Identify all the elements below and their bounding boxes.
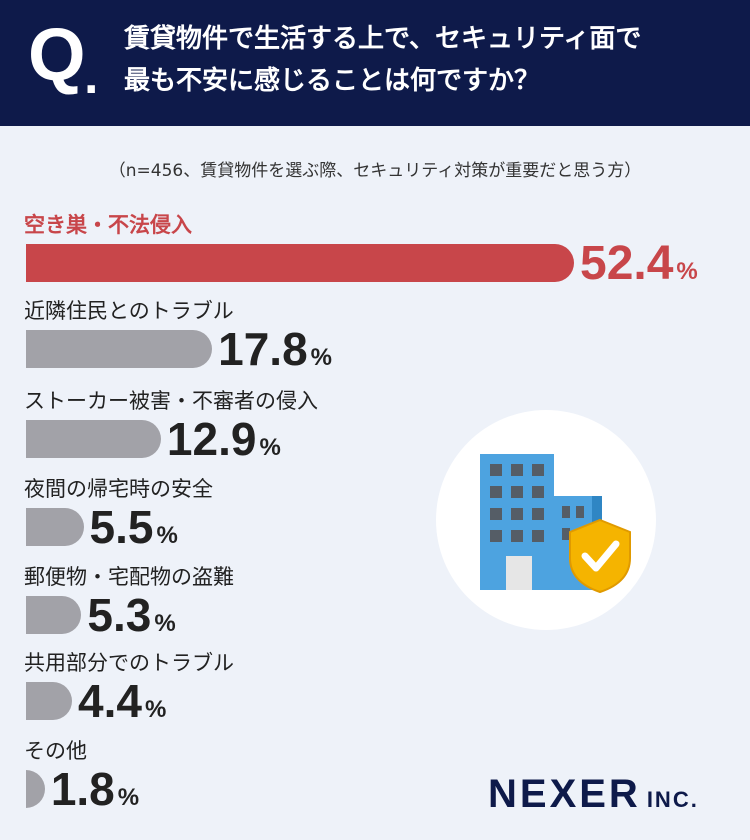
bar bbox=[26, 330, 213, 368]
shield-icon bbox=[569, 518, 631, 594]
value-number: 17.8 bbox=[218, 323, 308, 375]
bar bbox=[26, 770, 45, 808]
category-label: 空き巣・不法侵入 bbox=[24, 213, 192, 237]
value-unit: % bbox=[117, 784, 140, 811]
checkmark-icon bbox=[581, 540, 620, 572]
question-line-2: 最も不安に感じることは何ですか？ bbox=[124, 66, 541, 96]
value-label: 17.8% bbox=[218, 326, 332, 372]
value-unit: % bbox=[144, 696, 167, 723]
value-number: 1.8 bbox=[50, 763, 115, 815]
value-number: 12.9 bbox=[166, 413, 257, 465]
value-label: 52.4% bbox=[580, 240, 698, 288]
category-label: 郵便物・宅配物の盗難 bbox=[24, 565, 234, 589]
value-unit: % bbox=[156, 522, 178, 549]
value-number: 4.4 bbox=[78, 675, 142, 727]
bar bbox=[26, 596, 82, 634]
company-logo: NEXER INC. bbox=[488, 774, 699, 814]
value-label: 5.5% bbox=[90, 504, 178, 550]
category-label: 近隣住民とのトラブル bbox=[24, 299, 234, 323]
bar bbox=[26, 420, 161, 458]
question-header: Q . 賃貸物件で生活する上で、セキュリティ面で 最も不安に感じることは何ですか… bbox=[0, 0, 750, 126]
value-label: 1.8% bbox=[51, 766, 139, 812]
logo-nexer: NEXER bbox=[488, 772, 641, 816]
category-label: 共用部分でのトラブル bbox=[24, 651, 234, 675]
logo-inc: INC. bbox=[646, 787, 699, 812]
q-dot: . bbox=[84, 47, 99, 105]
question-line-1: 賃貸物件で生活する上で、セキュリティ面で bbox=[124, 24, 642, 54]
category-label: ストーカー被害・不審者の侵入 bbox=[24, 389, 318, 413]
windows bbox=[490, 464, 584, 542]
value-unit: % bbox=[676, 258, 698, 285]
bar bbox=[26, 244, 574, 282]
value-number: 5.5 bbox=[89, 501, 154, 553]
value-label: 4.4% bbox=[78, 678, 166, 724]
value-unit: % bbox=[154, 610, 176, 637]
value-number: 5.3 bbox=[87, 589, 152, 641]
bar bbox=[26, 508, 84, 546]
value-unit: % bbox=[259, 434, 281, 461]
sample-note: （n=456、賃貸物件を選ぶ際、セキュリティ対策が重要だと思う方） bbox=[108, 161, 642, 181]
value-label: 12.9% bbox=[167, 416, 281, 462]
building-with-shield-icon bbox=[436, 410, 656, 630]
building-door bbox=[506, 556, 532, 590]
bar bbox=[26, 682, 72, 720]
value-unit: % bbox=[310, 344, 333, 371]
category-label: その他 bbox=[24, 739, 87, 763]
value-label: 5.3% bbox=[87, 592, 175, 638]
category-label: 夜間の帰宅時の安全 bbox=[24, 477, 213, 501]
value-number: 52.4 bbox=[580, 237, 674, 290]
q-mark: Q bbox=[28, 13, 86, 96]
